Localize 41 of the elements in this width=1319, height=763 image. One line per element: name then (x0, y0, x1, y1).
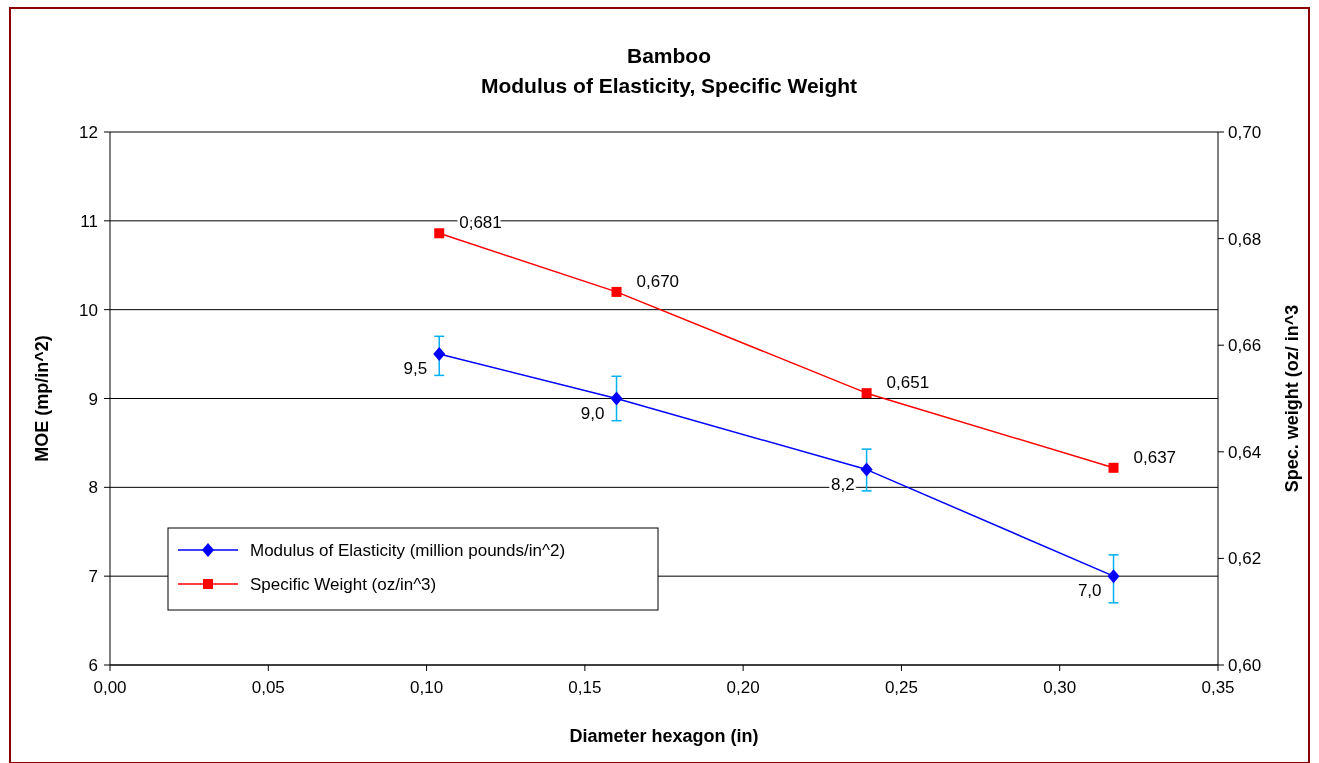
x-axis-title: Diameter hexagon (in) (569, 726, 759, 746)
y2-tick-label: 0,62 (1228, 549, 1262, 569)
x-tick-label: 0,30 (1043, 678, 1077, 697)
y2-tick-label: 0,68 (1228, 229, 1262, 249)
x-tick-label: 0,00 (93, 678, 127, 697)
x-tick-label: 0,05 (251, 678, 285, 697)
y2-tick-label: 0,60 (1228, 656, 1262, 675)
y-axis-title: MOE (mp/in^2) (32, 335, 52, 462)
data-label: 0,651 (886, 373, 930, 393)
chart-title: Bamboo Modulus of Elasticity, Specific Weight (480, 44, 858, 97)
x-tick-label: 0,15 (568, 678, 602, 697)
point (860, 462, 873, 477)
y-tick-label: 6 (88, 656, 98, 675)
y-tick-label: 7 (88, 567, 98, 587)
legend-label: Specific Weight (oz/in^3) (250, 575, 437, 594)
y2-axis-title: Spec. weight (oz/ in^3 (1282, 304, 1302, 493)
point (1107, 569, 1120, 584)
y-tick-label: 8 (88, 478, 98, 498)
x-tick-label: 0,10 (410, 678, 444, 697)
y-tick-label: 12 (79, 123, 98, 142)
point (610, 391, 623, 406)
legend-label: Modulus of Elasticity (million pounds/in^2) (250, 541, 566, 560)
y2-tick-label: 0,64 (1228, 442, 1262, 462)
point (861, 388, 872, 399)
y2-tick-label: 0,70 (1228, 123, 1262, 142)
point (434, 228, 445, 239)
point (611, 286, 622, 297)
data-label: 9,5 (403, 359, 428, 379)
data-label: 0,670 (636, 271, 680, 291)
y-tick-label: 11 (80, 211, 98, 231)
point (1108, 462, 1119, 473)
x-tick-label: 0,35 (1201, 678, 1235, 697)
x-tick-label: 0,25 (884, 678, 918, 697)
point (433, 347, 446, 362)
y2-tick-label: 0,66 (1228, 336, 1262, 356)
y-tick-label: 10 (79, 300, 98, 320)
data-label: 0,637 (1133, 447, 1177, 467)
data-label: 7,0 (1077, 581, 1102, 601)
data-label: 9,0 (580, 403, 605, 423)
y-tick-label: 9 (88, 389, 98, 409)
x-tick-label: 0,20 (726, 678, 760, 697)
